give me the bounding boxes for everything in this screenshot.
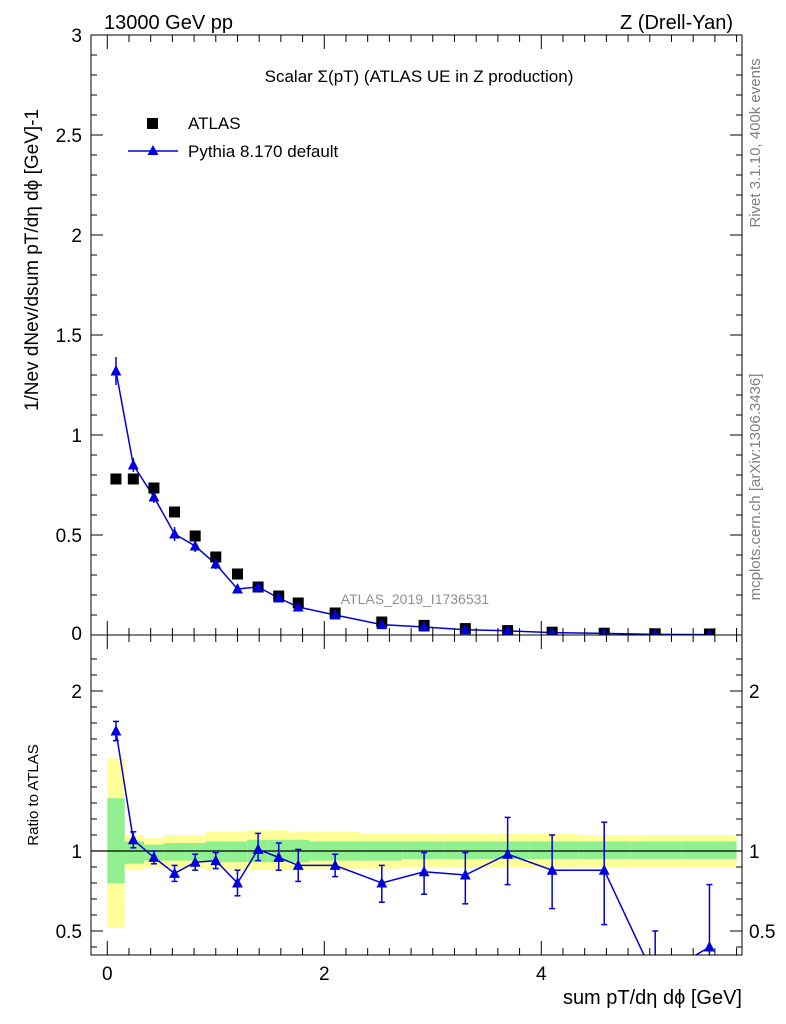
y-tick-label: 2 (71, 226, 82, 247)
pythia-point (110, 365, 122, 376)
legend-label-pythia: Pythia 8.170 default (188, 142, 339, 161)
pythia-point (706, 628, 713, 635)
ratio-y-tick-label-left: 1 (71, 842, 82, 863)
ratio-y-tick-label-left: 2 (71, 682, 82, 703)
y-tick-label: 1.5 (56, 326, 82, 347)
ratio-point (376, 877, 388, 888)
main-panel: 0.5 1 1.5 2 2.5 3 Scalar Σ(pT) (ATLAS UE in Z… (22, 26, 743, 645)
ratio-point (598, 864, 610, 875)
pythia-point (651, 628, 659, 635)
energy-label: 13000 GeV pp (104, 12, 233, 34)
atlas-point (231, 568, 243, 580)
ratio-point (169, 867, 180, 878)
ratio-panel-frame (90, 634, 743, 956)
uncertainty-band-inner (107, 798, 125, 883)
atlas-point (210, 551, 222, 563)
y-tick-label: 2.5 (56, 126, 82, 147)
pythia-point (329, 609, 341, 620)
ratio-point (292, 859, 304, 870)
uncertainty-band-inner (206, 841, 227, 863)
ratio-point (127, 833, 139, 845)
ratio-y-tick-label-right: 1 (749, 842, 760, 863)
uncertainty-band-inner (124, 841, 145, 864)
ratio-point (418, 865, 430, 877)
ratio-panel: 0.5 0.5 1 1 2 2 0 2 4 Ratio to ATLAS sum pT/dη d… (25, 634, 775, 1009)
x-tick-label: 2 (319, 964, 330, 985)
ratio-y-tick-label-right: 2 (749, 682, 760, 703)
y-tick-label: 3 (71, 26, 82, 47)
pythia-point (547, 626, 557, 635)
ratio-point (232, 877, 243, 888)
ratio-point (110, 725, 122, 736)
uncertainty-band-inner (630, 841, 682, 859)
pythia-point (148, 491, 160, 502)
y-tick-label: 0.5 (56, 526, 82, 547)
ratio-y-tick-label-left: 0.5 (56, 922, 82, 943)
uncertainty-band-inner (402, 841, 445, 859)
y-axis-label: 1/Nev dNev/dsum pT/dη dϕ [GeV]-1 (22, 109, 43, 411)
ratio-point (273, 851, 285, 862)
ratio-point (704, 941, 715, 952)
atlas-point (127, 473, 139, 485)
pythia-point (376, 618, 388, 630)
ratio-point (329, 859, 341, 870)
x-axis-label: sum pT/dη dϕ [GeV] (563, 987, 742, 1009)
pythia-point (292, 601, 304, 612)
atlas-point (148, 482, 160, 494)
legend: ATLAS Pythia 8.170 default (128, 114, 339, 161)
y-zero-label: 0 (71, 624, 82, 645)
uncertainty-band-inner (226, 841, 248, 863)
ratio-point (148, 851, 160, 862)
ratio-y-axis-label: Ratio to ATLAS (25, 744, 42, 845)
x-tick-label: 0 (102, 964, 113, 985)
uncertainty-band-inner (163, 843, 186, 861)
pythia-point (232, 583, 243, 594)
pythia-point (273, 592, 285, 603)
legend-marker-atlas (147, 118, 158, 129)
ratio-point (459, 869, 471, 880)
legend-label-atlas: ATLAS (188, 114, 241, 133)
pythia-point (127, 459, 139, 470)
pythia-point (502, 624, 513, 635)
pythia-point (459, 623, 471, 635)
x-tick-label: 4 (536, 964, 547, 985)
uncertainty-band-inner (681, 841, 737, 859)
uncertainty-band-inner (185, 843, 207, 861)
ratio-point (546, 864, 558, 875)
ratio-point (252, 843, 264, 854)
ratio-point (210, 854, 222, 866)
pythia-point (252, 581, 264, 592)
atlas-point (110, 473, 122, 485)
pythia-point (210, 558, 222, 569)
atlas-point (169, 506, 181, 518)
process-label: Z (Drell-Yan) (620, 12, 733, 34)
y-tick-label: 1 (71, 426, 82, 447)
rivet-label: Rivet 3.1.10, 400k events (747, 58, 764, 227)
ratio-y-tick-label-right: 0.5 (749, 922, 775, 943)
atlas-point (189, 530, 201, 542)
uncertainty-band-inner (444, 841, 488, 859)
uncertainty-band-inner (529, 841, 579, 859)
ratio-point (189, 856, 201, 867)
pythia-point (169, 528, 180, 539)
analysis-label: ATLAS_2019_I1736531 (341, 591, 490, 607)
chart-title: Scalar Σ(pT) (ATLAS UE in Z production) (265, 67, 574, 86)
ratio-point (650, 973, 661, 984)
ratio-point (502, 848, 514, 859)
legend-marker-pythia (147, 145, 159, 155)
mcplots-label: mcplots.cern.ch [arXiv:1306.3436] (747, 374, 764, 601)
pythia-point (418, 621, 430, 632)
pythia-point (189, 540, 201, 551)
